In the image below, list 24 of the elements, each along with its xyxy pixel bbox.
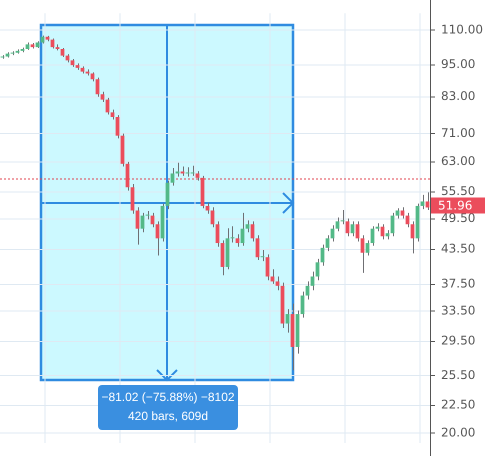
y-tick-label: 29.50 bbox=[441, 333, 476, 348]
annotation: 420 bars, 609d bbox=[126, 408, 210, 425]
y-tick-label: 110.00 bbox=[441, 22, 483, 36]
y-tick-label: 83.00 bbox=[441, 88, 476, 103]
candlestick bbox=[260, 250, 264, 262]
candlestick bbox=[236, 234, 240, 248]
y-tick-label: 22.50 bbox=[441, 397, 476, 412]
measure-label: −81.02 (−75.88%) −8102 420 bars, 609d bbox=[98, 385, 238, 430]
y-tick-label: 49.50 bbox=[441, 211, 476, 226]
candlestick bbox=[286, 308, 290, 334]
text: 51.96 bbox=[438, 198, 472, 213]
y-tick-label: 71.00 bbox=[441, 126, 476, 140]
y-tick-label: 25.50 bbox=[441, 368, 476, 382]
candlestick bbox=[380, 224, 384, 240]
y-tick-label: 55.50 bbox=[441, 184, 476, 198]
y-tick-label: 95.00 bbox=[441, 56, 476, 71]
y-tick-label: 33.50 bbox=[441, 303, 476, 318]
annotation: −81.02 (−75.88%) −8102 bbox=[100, 389, 236, 406]
y-tick-label: 43.50 bbox=[441, 242, 476, 256]
y-tick-label: 63.00 bbox=[441, 154, 476, 168]
candlestick bbox=[180, 166, 184, 176]
y-tick-label: 20.00 bbox=[441, 425, 476, 440]
y-tick-label: 37.50 bbox=[441, 276, 476, 291]
candlestick bbox=[350, 220, 354, 237]
